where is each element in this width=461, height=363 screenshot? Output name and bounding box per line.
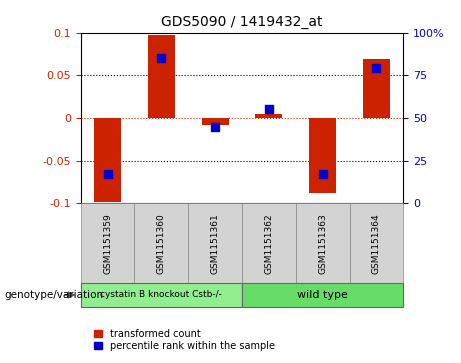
Point [158,55,165,61]
Text: GSM1151359: GSM1151359 [103,213,112,274]
Title: GDS5090 / 1419432_at: GDS5090 / 1419432_at [161,15,323,29]
Text: GSM1151362: GSM1151362 [265,213,273,274]
Bar [201,118,229,125]
Bar [148,35,175,118]
Text: GSM1151361: GSM1151361 [211,213,219,274]
Text: cystatin B knockout Cstb-/-: cystatin B knockout Cstb-/- [100,290,222,299]
Text: wild type: wild type [297,290,348,300]
Text: GSM1151364: GSM1151364 [372,213,381,274]
Bar [94,118,121,201]
Bar [309,118,336,193]
Point [104,171,111,177]
Point [373,66,380,72]
Text: GSM1151360: GSM1151360 [157,213,166,274]
Bar [255,114,282,118]
Legend: transformed count, percentile rank within the sample: transformed count, percentile rank withi… [90,325,278,355]
Point [212,123,219,130]
Point [319,171,326,177]
Text: GSM1151363: GSM1151363 [318,213,327,274]
Text: genotype/variation: genotype/variation [5,290,104,300]
Point [265,107,272,113]
Bar [363,59,390,118]
